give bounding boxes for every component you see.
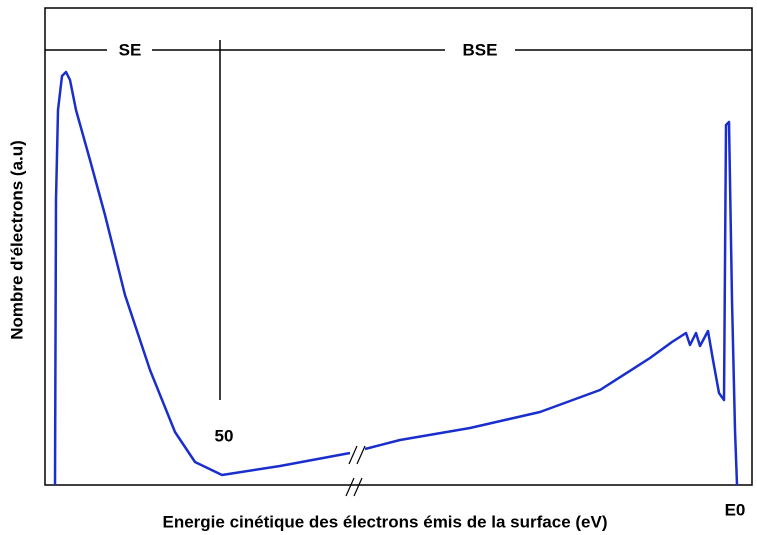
spectrum-curve — [53, 70, 739, 486]
boundary-label: 50 — [215, 426, 234, 445]
axis-break — [345, 445, 366, 497]
bse-label: BSE — [463, 40, 498, 59]
y-axis-label: Nombre d'électrons (a.u) — [7, 140, 26, 340]
e0-label: E0 — [725, 500, 746, 519]
se-label: SE — [119, 40, 142, 59]
x-axis-label: Energie cinétique des électrons émis de … — [162, 512, 607, 531]
plot-frame — [44, 7, 753, 486]
